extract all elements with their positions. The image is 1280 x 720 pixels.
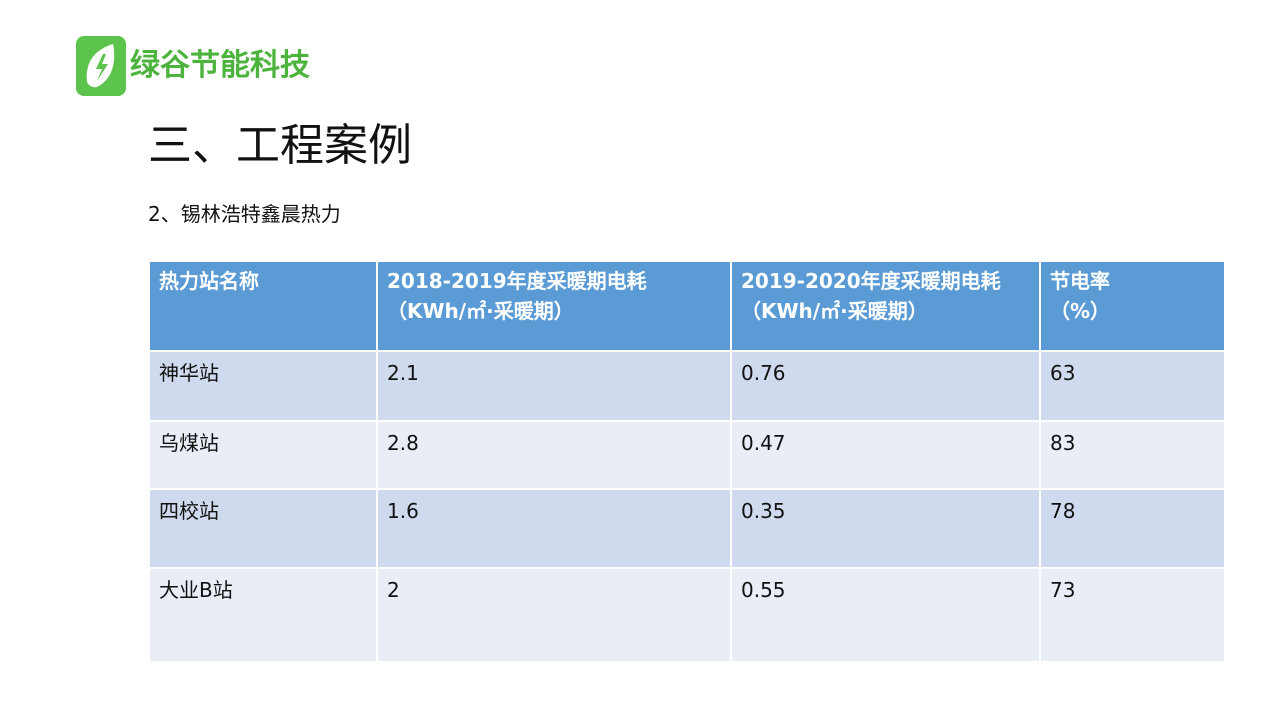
- saving-rate-cell: 83: [1039, 420, 1226, 490]
- station-name-cell: 神华站: [148, 350, 378, 422]
- header-line: （%）: [1050, 299, 1111, 323]
- table-header-row: 热力站名称 2018-2019年度采暖期电耗 （KWh/㎡·采暖期） 2019-…: [148, 260, 1226, 352]
- section-subtitle: 2、锡林浩特鑫晨热力: [148, 202, 341, 226]
- page-title: 三、工程案例: [148, 120, 412, 171]
- company-logo: 绿谷节能科技: [76, 36, 310, 96]
- header-line: （KWh/㎡·采暖期）: [741, 299, 928, 323]
- header-saving-rate: 节电率 （%）: [1039, 260, 1226, 352]
- saving-rate-cell: 63: [1039, 350, 1226, 422]
- consumption-2018-2019-cell: 2.1: [376, 350, 732, 422]
- header-line: 热力站名称: [159, 269, 259, 293]
- consumption-2018-2019-cell: 2.8: [376, 420, 732, 490]
- consumption-2019-2020-cell: 0.47: [730, 420, 1041, 490]
- consumption-2018-2019-cell: 2: [376, 567, 732, 663]
- table-row: 神华站 2.1 0.76 63: [148, 350, 1226, 422]
- header-consumption-2018-2019: 2018-2019年度采暖期电耗 （KWh/㎡·采暖期）: [376, 260, 732, 352]
- header-station-name: 热力站名称: [148, 260, 378, 352]
- consumption-2019-2020-cell: 0.55: [730, 567, 1041, 663]
- station-name-cell: 四校站: [148, 488, 378, 569]
- header-line: 2019-2020年度采暖期电耗: [741, 269, 1001, 293]
- saving-rate-cell: 73: [1039, 567, 1226, 663]
- company-name: 绿谷节能科技: [130, 48, 310, 83]
- table-row: 四校站 1.6 0.35 78: [148, 488, 1226, 569]
- energy-table: 热力站名称 2018-2019年度采暖期电耗 （KWh/㎡·采暖期） 2019-…: [148, 260, 1226, 663]
- header-consumption-2019-2020: 2019-2020年度采暖期电耗 （KWh/㎡·采暖期）: [730, 260, 1041, 352]
- station-name-cell: 乌煤站: [148, 420, 378, 490]
- consumption-2019-2020-cell: 0.76: [730, 350, 1041, 422]
- table-row: 大业B站 2 0.55 73: [148, 567, 1226, 663]
- table-row: 乌煤站 2.8 0.47 83: [148, 420, 1226, 490]
- consumption-2018-2019-cell: 1.6: [376, 488, 732, 569]
- header-line: 2018-2019年度采暖期电耗: [387, 269, 647, 293]
- consumption-2019-2020-cell: 0.35: [730, 488, 1041, 569]
- saving-rate-cell: 78: [1039, 488, 1226, 569]
- leaf-lightning-icon: [76, 36, 126, 96]
- header-line: 节电率: [1050, 269, 1110, 293]
- header-line: （KWh/㎡·采暖期）: [387, 299, 574, 323]
- station-name-cell: 大业B站: [148, 567, 378, 663]
